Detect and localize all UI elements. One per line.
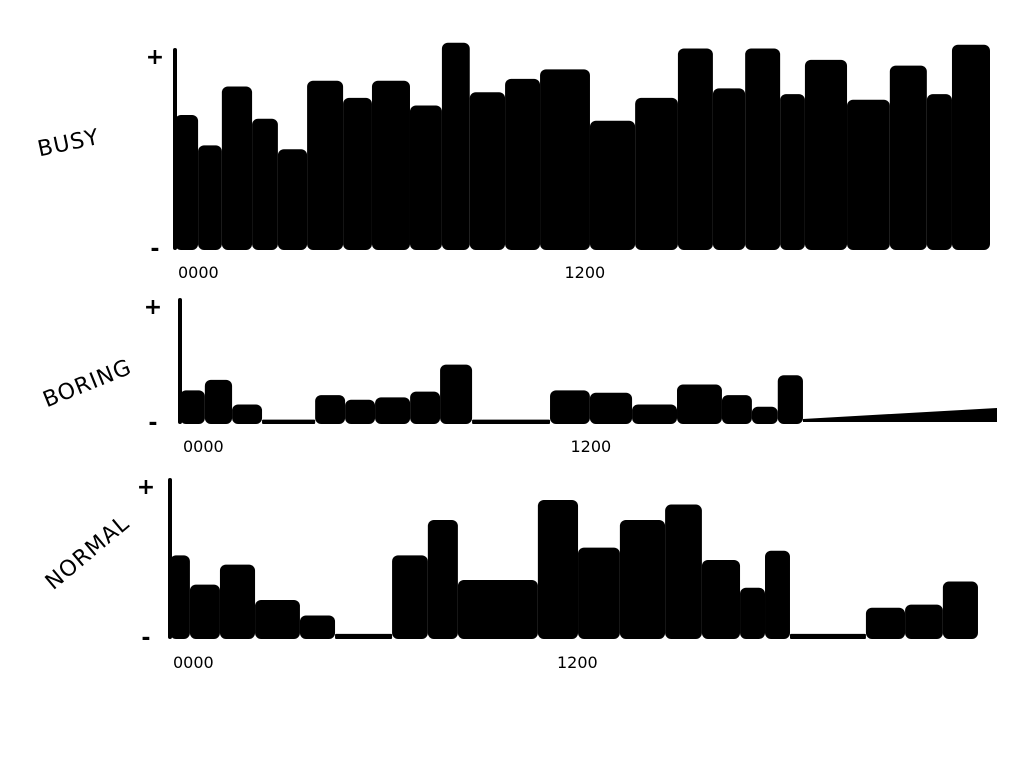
bar-9: [472, 419, 551, 424]
bar-14: [635, 97, 678, 251]
bar-8: [457, 580, 538, 639]
panel-label: BORING: [40, 355, 136, 413]
bar-13: [701, 560, 741, 639]
bar-11: [505, 78, 541, 251]
bar-18: [780, 94, 805, 250]
bar-3: [255, 600, 300, 639]
bar-11: [619, 519, 666, 639]
bar-15: [677, 48, 713, 250]
x-tick-0000: 0000: [183, 437, 224, 456]
y-tick-minus: -: [148, 411, 157, 436]
bar-8: [440, 364, 473, 424]
bar-7: [371, 80, 410, 250]
bar-10: [469, 92, 506, 250]
bar-0: [180, 390, 205, 424]
x-tick-0000: 0000: [173, 653, 214, 672]
bar-0: [170, 555, 190, 639]
bar-9: [537, 499, 579, 639]
bar-6: [392, 555, 428, 639]
bar-4: [315, 395, 346, 424]
bar-23: [951, 44, 990, 251]
bar-5: [335, 633, 393, 639]
y-tick-plus: +: [146, 45, 164, 70]
panel-label: BUSY: [35, 125, 101, 162]
bar-22: [926, 94, 952, 250]
bar-5: [345, 399, 376, 424]
bar-11: [589, 392, 633, 424]
bar-10: [578, 547, 620, 639]
bar-12: [540, 69, 590, 251]
bar-1: [198, 145, 222, 250]
y-tick-minus: -: [141, 626, 150, 651]
x-tick-1200: 1200: [565, 263, 606, 282]
x-tick-0000: 0000: [178, 263, 219, 282]
y-tick-minus: -: [150, 237, 159, 262]
bar-2: [232, 404, 263, 424]
bar-14: [721, 395, 752, 424]
bar-19: [804, 59, 848, 251]
panel-busy: + -0000 1200 BUSY: [35, 42, 990, 282]
bar-17: [865, 607, 906, 639]
bar-6: [375, 397, 411, 424]
bar-8: [409, 105, 442, 250]
bar-18: [905, 604, 943, 639]
y-tick-plus: +: [144, 295, 162, 320]
bar-4: [299, 615, 336, 639]
bar-3: [252, 118, 278, 250]
bar-17: [745, 48, 781, 250]
bar-0: [175, 115, 199, 250]
bar-9: [441, 42, 470, 250]
bar-15: [765, 550, 790, 639]
bar-16: [789, 633, 866, 639]
ramp-line: [802, 407, 997, 422]
bar-20: [847, 99, 890, 250]
y-tick-plus: +: [137, 475, 155, 500]
bar-14: [740, 587, 766, 639]
bar-12: [665, 504, 702, 639]
bar-13: [677, 384, 722, 424]
bar-13: [589, 120, 636, 250]
bar-4: [277, 149, 308, 250]
panel-boring: + - 0000 1200 BORING: [40, 295, 997, 456]
bar-16: [712, 88, 746, 251]
bar-6: [343, 97, 372, 251]
bar-7: [410, 391, 441, 424]
bar-12: [632, 404, 678, 424]
x-tick-1200: 1200: [571, 437, 612, 456]
bar-21: [889, 65, 927, 250]
x-tick-1200: 1200: [557, 653, 598, 672]
bar-1: [189, 584, 220, 639]
bar-10: [550, 390, 590, 424]
bar-1: [204, 379, 233, 424]
bar-7: [427, 519, 458, 639]
bar-19: [942, 581, 978, 639]
bar-3: [262, 419, 316, 424]
bar-15: [751, 406, 778, 424]
panel-normal: + - 0000 1200 NORMAL: [41, 475, 978, 672]
bar-5: [307, 80, 344, 250]
bar-16: [777, 375, 803, 424]
panel-label: NORMAL: [41, 511, 135, 595]
bar-2: [221, 86, 253, 250]
bar-2: [219, 564, 256, 639]
